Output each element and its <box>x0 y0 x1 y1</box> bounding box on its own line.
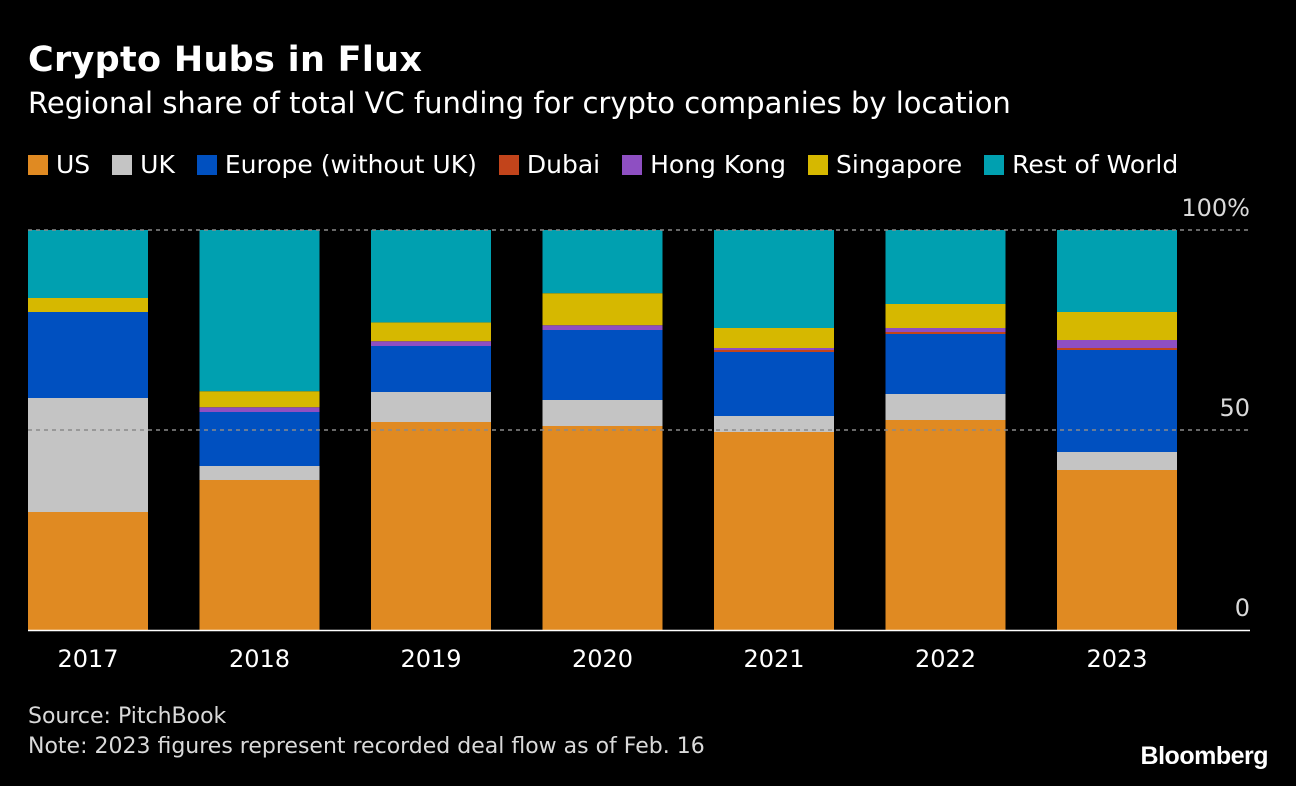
chart-title: Crypto Hubs in Flux <box>28 40 423 80</box>
bar-2020-singapore <box>542 293 663 326</box>
bar-2021-rest-of-world <box>714 230 834 328</box>
bar-2023-europe-without-uk <box>1057 350 1177 452</box>
legend-swatch <box>112 154 133 175</box>
legend-swatch <box>28 154 48 175</box>
bar-2020-us <box>542 426 663 630</box>
bar-2021-singapore <box>714 328 834 348</box>
legend-item-rest-of-world: Rest of World <box>984 150 1178 179</box>
legend-label: Singapore <box>836 150 963 179</box>
x-tick-label: 2018 <box>229 645 290 673</box>
bar-2018-uk <box>199 466 320 480</box>
y-tick-label: 50 <box>1219 394 1250 422</box>
bar-2019-hong-kong <box>371 341 491 346</box>
y-tick-label: 0 <box>1235 594 1250 622</box>
footnote: Note: 2023 figures represent recorded de… <box>28 734 705 759</box>
stacked-bar-chart: 2017 2018 2019 2020 2021 2022 2023 0 50 100% <box>28 194 1250 673</box>
bar-2020-uk <box>542 400 663 426</box>
legend-item-singapore: Singapore <box>808 150 962 179</box>
bar-2020-europe-without-uk <box>542 330 663 400</box>
x-tick-label: 2020 <box>572 645 633 673</box>
bar-2019-rest-of-world <box>371 230 491 323</box>
bar-2022-hong-kong <box>885 328 1006 332</box>
bar-2017-europe-without-uk <box>28 312 148 398</box>
legend-item-dubai: Dubai <box>498 150 601 179</box>
bar-2021-dubai <box>714 350 834 352</box>
legend-item-uk: UK <box>112 150 175 179</box>
bar-stack-2021 <box>714 230 834 630</box>
source-note: Source: PitchBook <box>28 704 227 729</box>
bar-2023-dubai <box>1057 348 1177 350</box>
bar-stack-2022 <box>885 230 1006 630</box>
legend-swatch <box>498 154 519 175</box>
bar-2019-europe-without-uk <box>371 346 491 392</box>
legend-label: Hong Kong <box>650 150 787 179</box>
bar-2023-us <box>1057 470 1177 630</box>
bar-2021-us <box>714 432 834 630</box>
bar-2023-uk <box>1057 452 1177 470</box>
bar-stack-2018 <box>199 230 320 630</box>
bar-2018-hong-kong <box>199 407 320 412</box>
x-tick-label: 2019 <box>400 645 461 673</box>
bar-2023-singapore <box>1057 312 1177 340</box>
chart-subtitle: Regional share of total VC funding for c… <box>28 86 1011 120</box>
bar-stack-2023 <box>1057 230 1177 630</box>
legend-swatch <box>984 154 1005 175</box>
legend-label: Europe (without UK) <box>224 150 477 179</box>
legend: US UK Europe (without UK) Dubai Hong Kong Sin… <box>28 150 1178 179</box>
bar-2022-europe-without-uk <box>885 334 1006 394</box>
bar-2022-uk <box>885 394 1006 420</box>
bar-2020-rest-of-world <box>542 230 663 294</box>
y-tick-label: 100% <box>1181 194 1250 222</box>
bar-2022-us <box>885 420 1006 630</box>
x-tick-label: 2021 <box>743 645 804 673</box>
bar-2019-us <box>371 422 491 630</box>
legend-label: Rest of World <box>1012 150 1179 179</box>
legend-label: Dubai <box>526 150 601 179</box>
legend-label: UK <box>140 150 175 179</box>
legend-item-europe-without-uk: Europe (without UK) <box>196 150 477 179</box>
bar-2017-us <box>28 512 148 630</box>
bar-2019-singapore <box>371 322 491 342</box>
bar-2018-us <box>199 480 320 630</box>
x-tick-label: 2017 <box>57 645 118 673</box>
legend-swatch <box>622 154 643 175</box>
bar-2018-singapore <box>199 391 320 408</box>
bar-2022-dubai <box>885 332 1006 334</box>
legend-item-us: US <box>28 150 90 179</box>
bar-2020-hong-kong <box>542 325 663 330</box>
bar-2017-rest-of-world <box>28 230 148 298</box>
bar-2022-singapore <box>885 304 1006 328</box>
bar-2018-europe-without-uk <box>199 412 320 466</box>
bar-2019-uk <box>371 392 491 422</box>
bar-2018-rest-of-world <box>199 230 320 392</box>
bar-2023-hong-kong <box>1057 340 1177 348</box>
legend-swatch <box>808 154 829 175</box>
bar-2021-hong-kong <box>714 348 834 350</box>
bar-stack-2020 <box>542 230 663 630</box>
legend-swatch <box>196 154 217 175</box>
bar-2023-rest-of-world <box>1057 230 1177 312</box>
bloomberg-logo: Bloomberg <box>1140 742 1269 770</box>
legend-label: US <box>56 150 91 179</box>
x-tick-label: 2022 <box>915 645 976 673</box>
bar-2022-rest-of-world <box>885 230 1006 304</box>
bar-stack-2017 <box>28 230 148 630</box>
legend-item-hong-kong: Hong Kong <box>622 150 786 179</box>
bar-2017-uk <box>28 398 148 512</box>
bar-2017-singapore <box>28 298 148 312</box>
bar-2021-europe-without-uk <box>714 352 834 416</box>
bar-2021-uk <box>714 416 834 432</box>
bar-stack-2019 <box>371 230 491 630</box>
x-tick-label: 2023 <box>1086 645 1147 673</box>
